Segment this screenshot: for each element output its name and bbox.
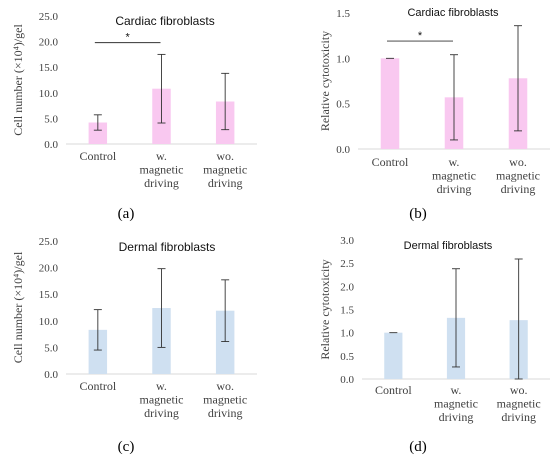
y-tick-label: 5.0: [44, 342, 58, 354]
bar: [88, 329, 108, 374]
y-tick-label: 0.0: [44, 139, 58, 151]
x-tick-label-line: driving: [208, 406, 243, 420]
x-tick-label-line: driving: [501, 410, 536, 424]
x-tick-label-line: driving: [144, 406, 179, 420]
chart-panel-b: 0.0 0.5 1.0 1.5 Relative cytotoxicity Control…: [318, 7, 550, 222]
chart-title: Dermal fibroblasts: [119, 240, 216, 254]
x-tick-label: wo. magnetic driving: [497, 383, 541, 424]
panel-label: (b): [409, 206, 427, 222]
x-tick-label-line: magnetic: [140, 163, 184, 177]
x-tick-label-line: Control: [375, 383, 412, 397]
x-tick-label: Control: [372, 155, 409, 169]
chart-title: Dermal fibroblasts: [404, 240, 493, 252]
x-tick-label-line: Control: [79, 149, 116, 163]
x-tick-label-line: magnetic: [496, 169, 540, 183]
y-tick-label: 0.5: [336, 99, 350, 111]
bar: [215, 310, 235, 374]
y-tick-label: 20.0: [39, 37, 59, 49]
y-tick-label: 0.0: [336, 144, 350, 156]
y-tick-label: 10.0: [39, 316, 59, 328]
x-tick-label-line: w.: [156, 149, 167, 163]
x-tick-label-line: wo.: [510, 383, 528, 397]
x-tick-label-line: wo.: [509, 155, 527, 169]
y-tick-label: 2.5: [340, 258, 354, 270]
x-tick-label-line: wo.: [216, 149, 234, 163]
x-tick-label-line: Control: [79, 379, 116, 393]
y-tick-label: 0.0: [340, 374, 354, 386]
chart-panel-c: 0.0 5.0 10.0 15.0 20.0 25.0 Cell number (×10⁴)…: [11, 236, 257, 455]
x-tick-label-line: magnetic: [203, 393, 247, 407]
bar: [380, 58, 400, 150]
y-tick-label: 5.0: [44, 113, 58, 125]
significance-marker: *: [126, 32, 131, 44]
x-tick-label-line: wo.: [216, 379, 234, 393]
x-tick-label-line: magnetic: [497, 397, 541, 411]
y-tick-label: 1.5: [340, 305, 354, 317]
chart-panel-d: 0.0 0.5 1.0 1.5 2.0 2.5 3.0 Relative cytotoxici…: [318, 235, 550, 455]
x-tick-label-line: Control: [372, 155, 409, 169]
x-tick-label: w. magnetic driving: [434, 383, 478, 424]
x-tick-label-line: magnetic: [432, 169, 476, 183]
x-tick-label-line: magnetic: [434, 397, 478, 411]
x-tick-label-line: w.: [451, 383, 462, 397]
x-tick-label-line: driving: [501, 182, 536, 196]
x-tick-label: wo. magnetic driving: [203, 149, 247, 190]
y-tick-label: 25.0: [39, 11, 59, 23]
y-axis-label: Relative cytotoxicity: [318, 31, 332, 131]
y-tick-label: 15.0: [39, 289, 59, 301]
x-tick-label-line: driving: [208, 176, 243, 190]
x-tick-label: w. magnetic driving: [140, 149, 184, 190]
x-tick-label: wo. magnetic driving: [203, 379, 247, 420]
y-tick-label: 2.0: [340, 281, 354, 293]
bar: [384, 332, 403, 379]
y-tick-label: 25.0: [39, 236, 59, 248]
y-tick-label: 0.0: [44, 369, 58, 381]
y-tick-label: 1.0: [336, 53, 350, 65]
x-tick-label: w. magnetic driving: [140, 379, 184, 420]
y-tick-label: 3.0: [340, 235, 354, 247]
x-tick-label: Control: [375, 383, 412, 397]
y-axis-label: Cell number (×10⁴)/gel: [11, 24, 25, 136]
y-axis-label: Relative cytotoxicity: [318, 259, 332, 359]
x-tick-label-line: driving: [144, 176, 179, 190]
x-tick-label: Control: [79, 379, 116, 393]
y-tick-label: 1.0: [340, 328, 354, 340]
y-tick-label: 20.0: [39, 263, 59, 275]
chart-panel-a: 0.0 5.0 10.0 15.0 20.0 25.0 Cell number (×10⁴)…: [11, 11, 257, 222]
significance-marker: *: [418, 30, 423, 42]
panel-label: (a): [118, 206, 135, 222]
chart-title: Cardiac fibroblasts: [407, 7, 499, 19]
x-tick-label-line: driving: [439, 410, 474, 424]
y-tick-label: 1.5: [336, 8, 350, 20]
x-tick-label-line: w.: [156, 379, 167, 393]
x-tick-label-line: driving: [437, 182, 472, 196]
chart-title: Cardiac fibroblasts: [115, 14, 214, 28]
y-tick-label: 15.0: [39, 62, 59, 74]
x-tick-label-line: magnetic: [140, 393, 184, 407]
x-tick-label-line: w.: [449, 155, 460, 169]
x-tick-label: Control: [79, 149, 116, 163]
bar: [88, 122, 108, 144]
x-tick-label: w. magnetic driving: [432, 155, 476, 196]
panel-label: (d): [409, 439, 427, 455]
y-axis-label: Cell number (×10⁴)/gel: [11, 251, 25, 363]
x-tick-label: wo. magnetic driving: [496, 155, 540, 196]
x-tick-label-line: magnetic: [203, 163, 247, 177]
y-tick-label: 10.0: [39, 88, 59, 100]
panel-label: (c): [118, 439, 135, 455]
y-tick-label: 0.5: [340, 351, 354, 363]
